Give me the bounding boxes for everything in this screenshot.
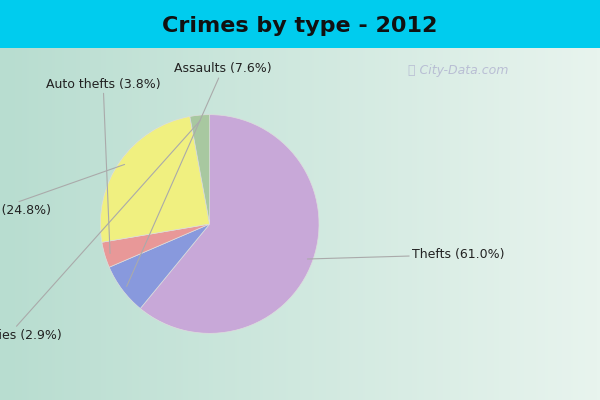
- Text: Burglaries (24.8%): Burglaries (24.8%): [0, 164, 125, 217]
- Text: Thefts (61.0%): Thefts (61.0%): [307, 248, 505, 261]
- Wedge shape: [109, 224, 209, 308]
- Wedge shape: [100, 116, 209, 242]
- Text: Robberies (2.9%): Robberies (2.9%): [0, 120, 200, 342]
- Text: ⓘ City-Data.com: ⓘ City-Data.com: [408, 64, 508, 77]
- Wedge shape: [190, 115, 209, 224]
- Wedge shape: [140, 115, 319, 333]
- Wedge shape: [102, 224, 209, 267]
- Text: Crimes by type - 2012: Crimes by type - 2012: [163, 16, 437, 36]
- Text: Assaults (7.6%): Assaults (7.6%): [127, 62, 272, 286]
- Text: Auto thefts (3.8%): Auto thefts (3.8%): [46, 78, 160, 254]
